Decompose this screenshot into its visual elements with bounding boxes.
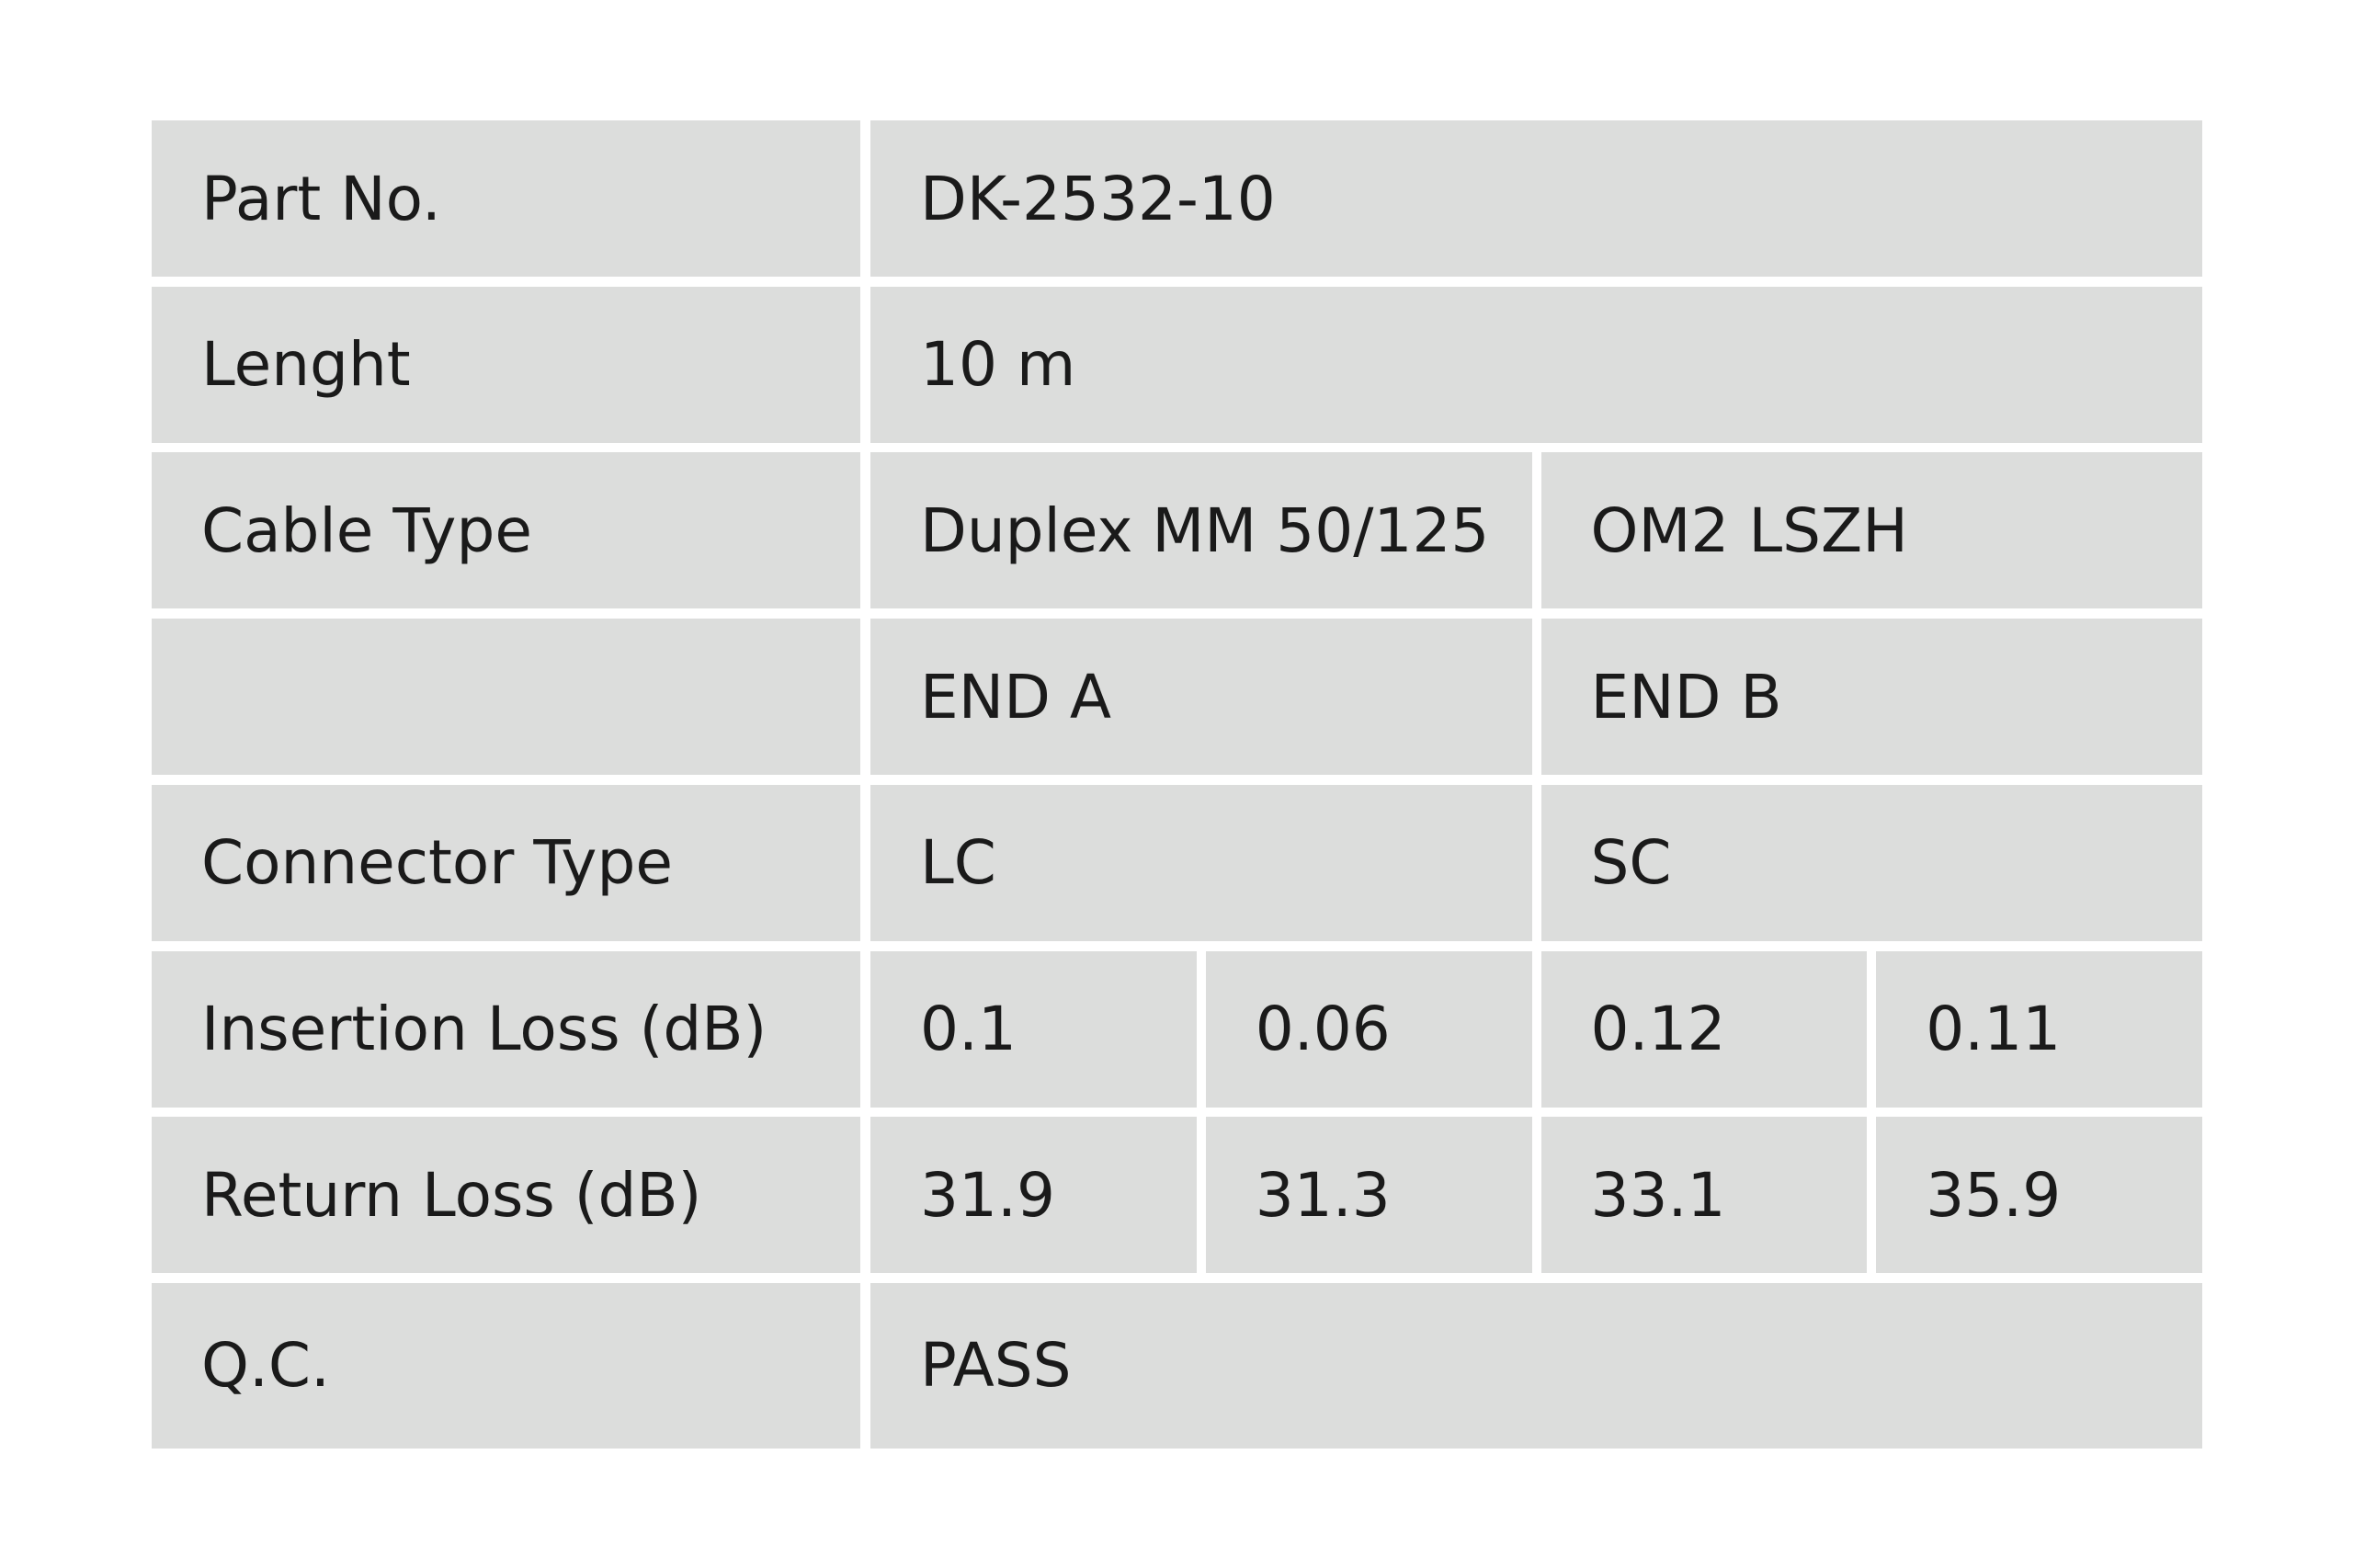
row-value: 33.1 xyxy=(1540,1117,1868,1274)
row-label: Insertion Loss (dB) xyxy=(152,950,860,1108)
row-label: Part No. xyxy=(152,120,860,277)
row-value: PASS xyxy=(870,1282,2202,1449)
row-label: Cable Type xyxy=(152,452,860,609)
row-value: 0.1 xyxy=(870,950,1197,1108)
row-value: DK-2532-10 xyxy=(870,120,2202,277)
row-label: Connector Type xyxy=(152,784,860,941)
row-value: END B xyxy=(1540,619,2202,776)
row-value: 0.06 xyxy=(1205,950,1532,1108)
row-label: Lenght xyxy=(152,286,860,443)
row-value: 0.12 xyxy=(1540,950,1868,1108)
row-value: 10 m xyxy=(870,286,2202,443)
row-value: END A xyxy=(870,619,1532,776)
row-value: Duplex MM 50/125 xyxy=(870,452,1532,609)
row-label: Return Loss (dB) xyxy=(152,1117,860,1274)
row-label xyxy=(152,619,860,776)
row-value: LC xyxy=(870,784,1532,941)
row-value: 31.9 xyxy=(870,1117,1197,1274)
row-value: SC xyxy=(1540,784,2202,941)
row-value: OM2 LSZH xyxy=(1540,452,2202,609)
row-value: 31.3 xyxy=(1205,1117,1532,1274)
row-value: 35.9 xyxy=(1876,1117,2202,1274)
row-value: 0.11 xyxy=(1876,950,2202,1108)
row-label: Q.C. xyxy=(152,1282,860,1449)
